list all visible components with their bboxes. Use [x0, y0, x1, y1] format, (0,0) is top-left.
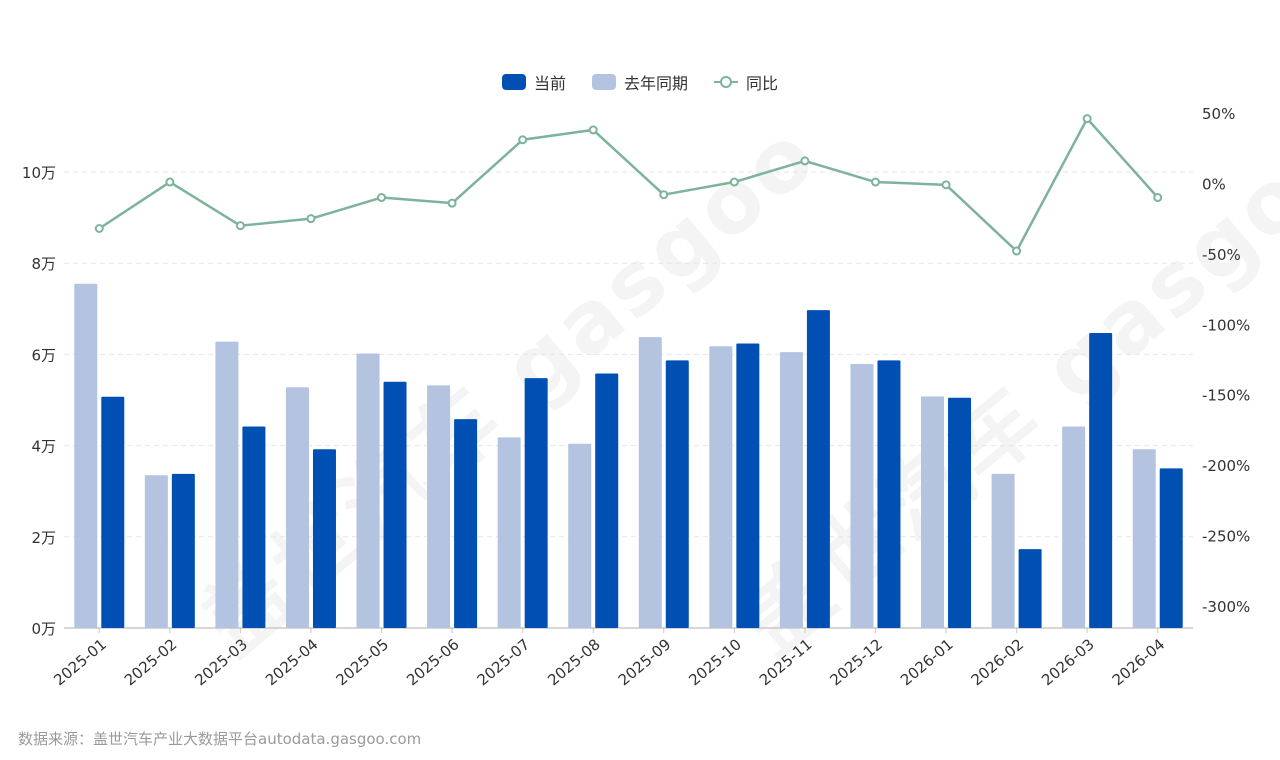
bar-last-year	[991, 473, 1015, 628]
bar-current	[383, 381, 407, 628]
yoy-point	[941, 180, 951, 190]
bar-current	[312, 449, 336, 628]
legend-label-yoy: 同比	[746, 74, 779, 93]
left-axis-tick-label: 6万	[31, 346, 56, 364]
bar-current	[1159, 468, 1183, 628]
x-axis-tick-label: 2026-02	[968, 635, 1028, 689]
right-axis-tick-label: -50%	[1202, 246, 1241, 264]
bar-last-year	[356, 353, 380, 628]
x-axis-tick-label: 2025-02	[121, 635, 181, 689]
bar-last-year	[921, 396, 945, 628]
right-axis-tick-label: 0%	[1202, 175, 1226, 193]
bar-last-year	[1062, 426, 1086, 628]
right-axis-tick-label: -300%	[1202, 598, 1250, 616]
yoy-point	[659, 190, 669, 200]
yoy-point	[800, 156, 810, 166]
x-axis-tick-label: 2025-01	[50, 635, 110, 689]
yoy-point	[377, 193, 387, 203]
bar-last-year	[779, 352, 803, 628]
yoy-point	[94, 224, 104, 234]
x-axis-tick-label: 2025-04	[262, 635, 322, 689]
bar-last-year	[1132, 449, 1156, 628]
bar-current	[806, 310, 830, 628]
bar-current	[948, 397, 972, 628]
yoy-point	[235, 221, 245, 231]
bar-current	[171, 473, 195, 628]
bar-last-year	[74, 283, 98, 628]
bar-current	[101, 396, 125, 628]
bar-last-year	[638, 337, 662, 628]
x-axis-tick-label: 2025-03	[191, 635, 251, 689]
bar-last-year	[144, 475, 168, 628]
x-axis-tick-label: 2025-07	[474, 635, 534, 689]
bar-current	[454, 419, 478, 628]
bar-last-year	[215, 341, 239, 628]
right-axis-tick-label: -150%	[1202, 387, 1250, 405]
x-axis-tick-label: 2025-10	[685, 635, 745, 689]
legend-swatch-current	[501, 74, 526, 90]
left-axis-tick-label: 0万	[31, 620, 56, 638]
x-axis-tick-label: 2025-05	[333, 635, 393, 689]
bar-last-year	[497, 437, 521, 628]
yoy-point	[1082, 114, 1092, 124]
x-axis-tick-label: 2025-06	[403, 635, 463, 689]
legend-item-last-year[interactable]: 去年同期	[591, 70, 688, 94]
yoy-line	[98, 117, 1159, 253]
yoy-point	[447, 198, 457, 208]
bar-last-year	[568, 443, 592, 628]
yoy-point	[165, 177, 175, 187]
right-axis-tick-label: -100%	[1202, 316, 1250, 334]
legend-item-yoy[interactable]: 同比	[714, 70, 778, 94]
legend-label-current: 当前	[533, 74, 566, 93]
yoy-point	[306, 214, 316, 224]
bar-last-year	[427, 385, 451, 628]
bar-current	[665, 360, 689, 628]
yoy-point	[1012, 246, 1022, 256]
left-axis-tick-label: 10万	[22, 164, 56, 182]
right-axis-tick-label: -250%	[1202, 528, 1250, 546]
legend-label-last-year: 去年同期	[623, 74, 688, 93]
legend-swatch-last-year	[591, 74, 616, 90]
yoy-point	[518, 135, 528, 145]
yoy-point	[1153, 193, 1163, 203]
legend-item-current[interactable]: 当前	[501, 70, 566, 94]
right-axis-tick-label: -200%	[1202, 457, 1250, 475]
bar-current	[242, 426, 266, 628]
data-source-note: 数据来源：盖世汽车产业大数据平台autodata.gasgoo.com	[18, 730, 422, 748]
x-axis-tick-label: 2026-04	[1109, 635, 1169, 689]
bar-last-year	[709, 346, 733, 628]
left-axis-tick-label: 8万	[31, 255, 56, 273]
x-axis-tick-label: 2025-09	[615, 635, 675, 689]
bar-last-year	[850, 363, 874, 628]
bar-current	[1089, 332, 1113, 628]
bar-current	[595, 373, 619, 628]
x-axis-tick-label: 2026-03	[1038, 635, 1098, 689]
x-axis-tick-label: 2025-11	[756, 635, 816, 689]
bar-current	[877, 360, 901, 628]
yoy-point	[588, 125, 598, 135]
yoy-point	[870, 177, 880, 187]
x-axis-tick-label: 2026-01	[897, 635, 957, 689]
legend: 当前 去年同期 同比	[0, 70, 1280, 94]
yoy-point	[729, 177, 739, 187]
bar-current	[736, 343, 760, 628]
x-axis-tick-label: 2025-08	[544, 635, 604, 689]
left-axis-tick-label: 2万	[31, 529, 56, 547]
bar-current	[524, 378, 548, 628]
left-axis-tick-label: 4万	[31, 438, 56, 456]
legend-swatch-yoy	[714, 74, 738, 90]
bar-last-year	[285, 387, 309, 628]
right-axis-tick-label: 50%	[1202, 105, 1235, 123]
x-axis-tick-label: 2025-12	[826, 635, 886, 689]
bar-current	[1018, 549, 1042, 628]
